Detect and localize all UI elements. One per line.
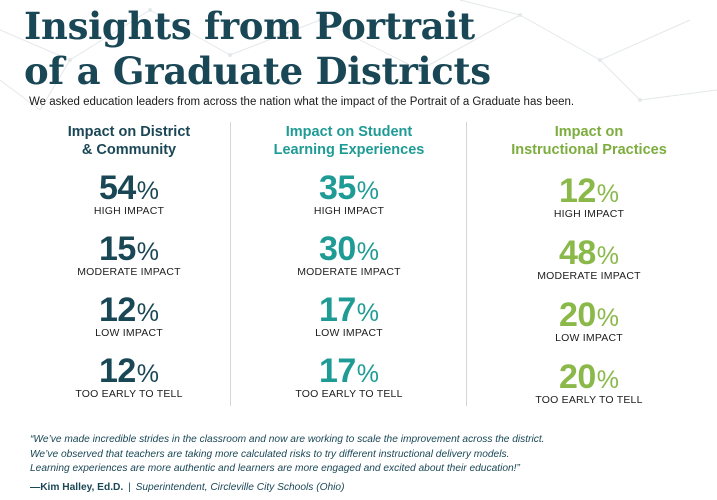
percent-sign: % <box>356 177 380 205</box>
stat-number: 15 <box>98 230 136 268</box>
stat-too-early: 12% TOO EARLY TO TELL <box>14 343 244 404</box>
stat-high-impact: 35% HIGH IMPACT <box>234 160 464 221</box>
title-line-1: Insights from Portrait <box>24 4 475 48</box>
percent-sign: % <box>596 180 620 208</box>
column-heading: Impact on District & Community <box>14 124 244 160</box>
stat-label: TOO EARLY TO TELL <box>535 394 643 406</box>
stat-label: LOW IMPACT <box>95 327 163 339</box>
stat-label: MODERATE IMPACT <box>537 270 641 282</box>
percent-sign: % <box>136 299 160 327</box>
quote-author: —Kim Halley, Ed.D. <box>30 482 124 493</box>
stat-value: 20% <box>558 296 620 334</box>
stat-value: 17% <box>318 352 380 390</box>
percent-sign: % <box>596 242 620 270</box>
stat-number: 20 <box>558 358 596 396</box>
stat-label: MODERATE IMPACT <box>77 266 181 278</box>
column-district-community: Impact on District & Community 54% HIGH … <box>14 124 244 404</box>
column-divider <box>230 122 231 406</box>
stat-label: TOO EARLY TO TELL <box>295 388 403 400</box>
stat-label: LOW IMPACT <box>315 327 383 339</box>
stat-value: 12% <box>558 172 620 210</box>
percent-sign: % <box>356 238 380 266</box>
page-title: Insights from Portrait of a Graduate Dis… <box>24 4 684 94</box>
column-heading-line-2: Learning Experiences <box>273 141 425 158</box>
quote-attribution: —Kim Halley, Ed.D. | Superintendent, Cir… <box>30 481 702 495</box>
stat-high-impact: 54% HIGH IMPACT <box>14 160 244 221</box>
stat-number: 17 <box>318 291 356 329</box>
stat-label: MODERATE IMPACT <box>297 266 401 278</box>
percent-sign: % <box>356 360 380 388</box>
stat-value: 30% <box>318 230 380 268</box>
column-heading-line-1: Impact on <box>554 124 624 140</box>
stat-too-early: 20% TOO EARLY TO TELL <box>474 346 704 408</box>
attribution-separator: | <box>128 482 131 493</box>
stat-high-impact: 12% HIGH IMPACT <box>474 160 704 222</box>
stat-number: 12 <box>98 352 136 390</box>
stat-value: 12% <box>98 352 160 390</box>
page-subtitle: We asked education leaders from across t… <box>29 96 575 108</box>
stat-low-impact: 17% LOW IMPACT <box>234 282 464 343</box>
stat-moderate-impact: 48% MODERATE IMPACT <box>474 222 704 284</box>
column-heading: Impact on Student Learning Experiences <box>234 124 464 160</box>
quote-line-2: We’ve observed that teachers are taking … <box>30 448 510 460</box>
stat-label: HIGH IMPACT <box>553 208 625 220</box>
stat-label: TOO EARLY TO TELL <box>75 388 183 400</box>
column-divider <box>466 122 467 406</box>
percent-sign: % <box>596 304 620 332</box>
stat-value: 35% <box>318 169 380 207</box>
stat-value: 20% <box>558 358 620 396</box>
stat-number: 12 <box>98 291 136 329</box>
stat-low-impact: 12% LOW IMPACT <box>14 282 244 343</box>
column-student-learning: Impact on Student Learning Experiences 3… <box>234 124 464 404</box>
stat-low-impact: 20% LOW IMPACT <box>474 284 704 346</box>
percent-sign: % <box>136 177 160 205</box>
stat-moderate-impact: 30% MODERATE IMPACT <box>234 221 464 282</box>
stat-too-early: 17% TOO EARLY TO TELL <box>234 343 464 404</box>
stat-value: 15% <box>98 230 160 268</box>
stat-number: 30 <box>318 230 356 268</box>
stat-number: 20 <box>558 296 596 334</box>
column-heading-line-1: Impact on Student <box>285 124 413 140</box>
testimonial-quote: “We’ve made incredible strides in the cl… <box>30 433 702 477</box>
title-line-2: of a Graduate Districts <box>24 49 491 93</box>
quote-author-role: Superintendent, Circleville City Schools… <box>135 482 345 493</box>
column-heading-line-2: Instructional Practices <box>511 141 667 158</box>
percent-sign: % <box>136 238 160 266</box>
quote-line-1: “We’ve made incredible strides in the cl… <box>30 434 545 445</box>
stat-value: 54% <box>98 169 160 207</box>
stat-number: 35 <box>318 169 356 207</box>
stat-moderate-impact: 15% MODERATE IMPACT <box>14 221 244 282</box>
stat-value: 17% <box>318 291 380 329</box>
column-heading-line-2: & Community <box>81 141 177 158</box>
column-heading: Impact on Instructional Practices <box>474 124 704 160</box>
quote-line-3: Learning experiences are more authentic … <box>30 463 520 474</box>
stat-number: 54 <box>98 169 136 207</box>
stat-number: 12 <box>558 172 596 210</box>
stat-label: LOW IMPACT <box>555 332 623 344</box>
percent-sign: % <box>596 366 620 394</box>
percent-sign: % <box>356 299 380 327</box>
stat-value: 12% <box>98 291 160 329</box>
column-instructional-practices: Impact on Instructional Practices 12% HI… <box>474 124 704 408</box>
column-heading-line-1: Impact on District <box>67 124 191 140</box>
stat-label: HIGH IMPACT <box>313 205 385 217</box>
stat-value: 48% <box>558 234 620 272</box>
stat-number: 48 <box>558 234 596 272</box>
percent-sign: % <box>136 360 160 388</box>
stat-number: 17 <box>318 352 356 390</box>
stat-label: HIGH IMPACT <box>93 205 165 217</box>
